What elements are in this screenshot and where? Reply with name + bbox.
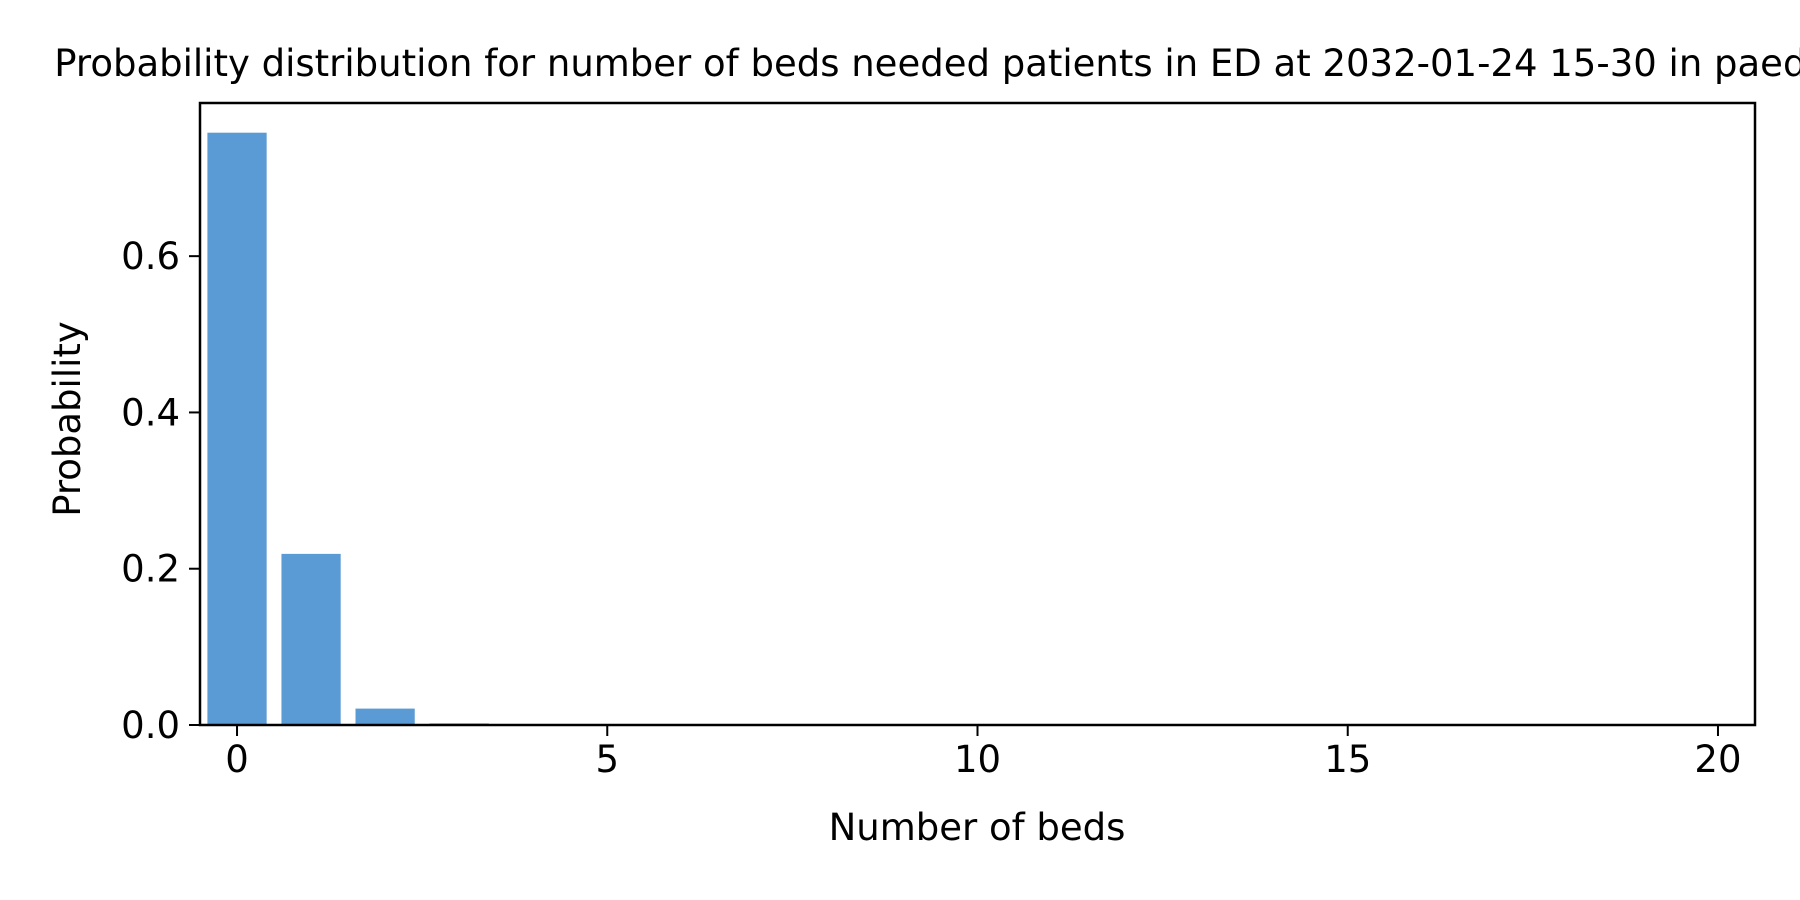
y-axis: 0.0 0.2 0.4 0.6 <box>121 235 200 747</box>
bar-2 <box>355 708 415 725</box>
y-tick-label-0.2: 0.2 <box>121 548 180 591</box>
x-axis-label: Number of beds <box>829 806 1126 849</box>
y-tick-label-0: 0.0 <box>121 704 180 747</box>
x-tick-label-0: 0 <box>225 738 249 781</box>
x-tick-label-20: 20 <box>1694 738 1741 781</box>
y-tick-label-0.6: 0.6 <box>121 235 180 278</box>
y-axis-label: Probability <box>46 321 89 517</box>
x-tick-label-10: 10 <box>954 738 1001 781</box>
plot-frame <box>198 101 1757 727</box>
bar-0 <box>207 132 267 725</box>
bars-group <box>207 132 489 725</box>
x-tick-label-5: 5 <box>595 738 619 781</box>
y-tick-label-0.4: 0.4 <box>121 391 180 434</box>
x-axis: 0 5 10 15 20 <box>225 725 1742 781</box>
chart-title: Probability distribution for number of b… <box>54 42 1800 85</box>
bar-1 <box>281 553 341 725</box>
x-tick-label-15: 15 <box>1324 738 1371 781</box>
